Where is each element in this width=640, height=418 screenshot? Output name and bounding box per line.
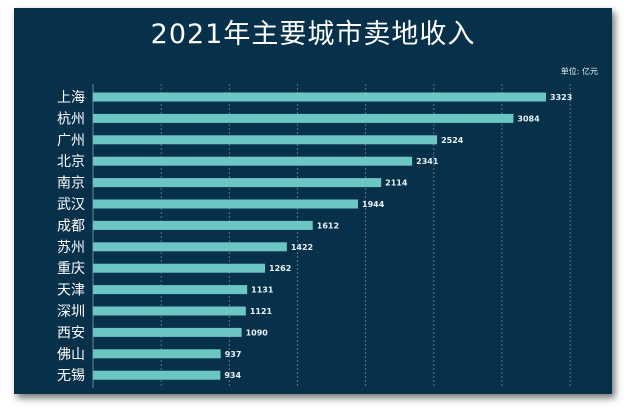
chart-panel: 2021年主要城市卖地收入 单位: 亿元 上海 3323 杭州 3084 广州 2524 北… bbox=[14, 8, 612, 394]
data-label: 934 bbox=[224, 371, 241, 380]
bar bbox=[93, 220, 313, 230]
category-label: 广州 bbox=[57, 133, 85, 149]
data-label: 2524 bbox=[441, 136, 464, 145]
data-label: 1612 bbox=[317, 221, 339, 230]
bar-chart: 上海 3323 杭州 3084 广州 2524 北京 2341 南京 2114 武汉 1944 成都 16… bbox=[57, 84, 572, 388]
bar bbox=[93, 113, 514, 123]
category-label: 佛山 bbox=[57, 347, 85, 363]
bar bbox=[93, 156, 413, 166]
category-label: 武汉 bbox=[57, 197, 85, 213]
data-label: 3323 bbox=[550, 93, 572, 102]
grid-lines bbox=[92, 84, 571, 388]
category-label: 北京 bbox=[57, 154, 85, 170]
unit-label: 单位: 亿元 bbox=[560, 67, 598, 76]
category-label: 天津 bbox=[57, 283, 85, 299]
data-label: 1944 bbox=[362, 200, 385, 209]
data-label: 1131 bbox=[251, 286, 274, 295]
bar bbox=[93, 263, 266, 273]
category-label: 无锡 bbox=[57, 368, 85, 384]
chart-title: 2021年主要城市卖地收入 bbox=[150, 19, 476, 50]
category-label: 重庆 bbox=[57, 261, 85, 277]
bar bbox=[93, 285, 248, 295]
category-label: 西安 bbox=[57, 325, 85, 341]
data-label: 1121 bbox=[250, 307, 273, 316]
bars bbox=[93, 92, 546, 380]
data-label: 3084 bbox=[517, 114, 540, 123]
bar bbox=[93, 370, 221, 380]
bar bbox=[93, 306, 246, 316]
category-label: 杭州 bbox=[57, 111, 85, 127]
labels: 上海 3323 杭州 3084 广州 2524 北京 2341 南京 2114 武汉 1944 成都 16… bbox=[57, 90, 572, 384]
bar bbox=[93, 349, 221, 359]
bar bbox=[93, 92, 546, 102]
bar bbox=[93, 199, 359, 209]
category-label: 成都 bbox=[57, 218, 85, 234]
bar bbox=[93, 242, 287, 252]
bar bbox=[93, 178, 382, 188]
bar bbox=[93, 327, 242, 337]
data-label: 937 bbox=[225, 350, 242, 359]
data-label: 2341 bbox=[416, 157, 439, 166]
category-label: 苏州 bbox=[57, 240, 85, 256]
data-label: 1422 bbox=[291, 243, 313, 252]
category-label: 深圳 bbox=[57, 304, 85, 320]
data-label: 1262 bbox=[269, 264, 291, 273]
category-label: 南京 bbox=[57, 176, 85, 192]
bar bbox=[93, 135, 438, 145]
data-label: 2114 bbox=[385, 179, 408, 188]
category-label: 上海 bbox=[57, 90, 85, 106]
data-label: 1090 bbox=[246, 328, 269, 337]
